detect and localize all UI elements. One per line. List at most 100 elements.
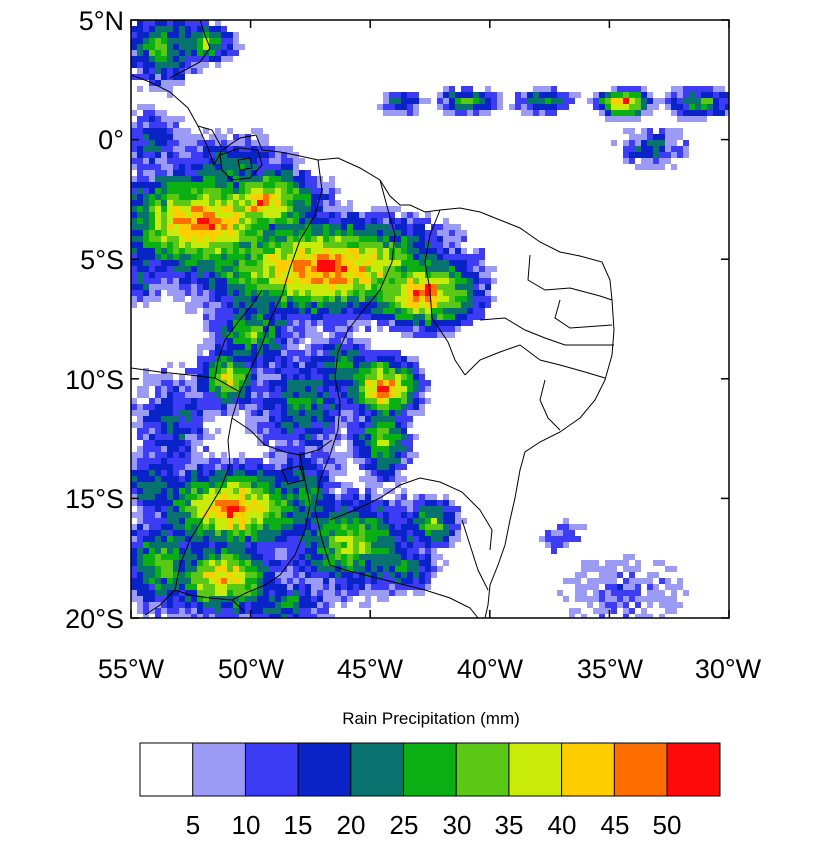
rain-cell: [257, 554, 263, 560]
rain-cell: [425, 512, 431, 518]
rain-cell: [389, 572, 395, 578]
rain-cell: [311, 362, 317, 368]
rain-cell: [353, 392, 359, 398]
rain-cell: [407, 374, 413, 380]
rain-cell: [359, 590, 365, 596]
rain-cell: [323, 416, 329, 422]
rain-cell: [143, 158, 149, 164]
rain-cell: [191, 194, 197, 200]
rain-cell: [359, 368, 365, 374]
rain-cell: [329, 392, 335, 398]
rain-cell: [287, 482, 293, 488]
rain-cell: [653, 152, 659, 158]
rain-cell: [131, 542, 137, 548]
rain-cell: [263, 344, 269, 350]
rain-cell: [209, 260, 215, 266]
rain-cell: [311, 278, 317, 284]
rain-cell: [137, 242, 143, 248]
rain-cell: [377, 362, 383, 368]
rain-cell: [179, 560, 185, 566]
rain-cell: [389, 92, 395, 98]
rain-cell: [245, 362, 251, 368]
rain-cell: [179, 182, 185, 188]
rain-cell: [191, 68, 197, 74]
rain-cell: [293, 398, 299, 404]
rain-cell: [173, 524, 179, 530]
rain-cell: [305, 356, 311, 362]
rain-cell: [275, 512, 281, 518]
rain-cell: [317, 524, 323, 530]
rain-cell: [671, 140, 677, 146]
rain-cell: [161, 62, 167, 68]
rain-cell: [575, 578, 581, 584]
rain-cell: [263, 590, 269, 596]
rain-cell: [359, 218, 365, 224]
rain-cell: [545, 104, 551, 110]
rain-cell: [461, 110, 467, 116]
rain-cell: [167, 602, 173, 608]
rain-cell: [371, 260, 377, 266]
rain-cell: [215, 332, 221, 338]
rain-cell: [257, 464, 263, 470]
rain-cell: [245, 296, 251, 302]
rain-cell: [323, 254, 329, 260]
rain-cell: [323, 374, 329, 380]
legend-color-boxes: [139, 742, 721, 797]
marajo-island: [219, 147, 263, 181]
rain-cell: [233, 218, 239, 224]
rain-cell: [185, 266, 191, 272]
rain-cell: [377, 230, 383, 236]
rain-cell: [191, 218, 197, 224]
rain-cell: [431, 278, 437, 284]
rain-cell: [653, 158, 659, 164]
rain-cell: [353, 590, 359, 596]
rain-cell: [491, 98, 497, 104]
rain-cell: [641, 578, 647, 584]
rain-cell: [263, 482, 269, 488]
rain-cell: [191, 32, 197, 38]
rain-cell: [335, 302, 341, 308]
rain-cell: [263, 572, 269, 578]
rain-cell: [425, 572, 431, 578]
rain-cell: [203, 218, 209, 224]
rain-cell: [131, 524, 137, 530]
rain-cell: [455, 230, 461, 236]
rain-cell: [317, 608, 323, 614]
rain-cell: [287, 476, 293, 482]
rain-cell: [191, 200, 197, 206]
rain-cell: [191, 518, 197, 524]
rain-cell: [317, 584, 323, 590]
rain-cell: [341, 410, 347, 416]
rain-cell: [323, 542, 329, 548]
rain-cell: [257, 536, 263, 542]
rain-cell: [245, 194, 251, 200]
rain-cell: [305, 260, 311, 266]
rain-cell: [215, 182, 221, 188]
rain-cell: [215, 224, 221, 230]
rain-cell: [335, 200, 341, 206]
rain-cell: [347, 218, 353, 224]
rain-cell: [437, 518, 443, 524]
rain-cell: [263, 146, 269, 152]
rain-cell: [167, 26, 173, 32]
rain-cell: [293, 242, 299, 248]
rain-cell: [389, 284, 395, 290]
rain-cell: [335, 326, 341, 332]
rain-cell: [317, 350, 323, 356]
rain-cell: [167, 152, 173, 158]
rain-cell: [167, 284, 173, 290]
rain-cell: [227, 368, 233, 374]
rain-cell: [239, 278, 245, 284]
rain-cell: [671, 86, 677, 92]
rain-cell: [245, 320, 251, 326]
rain-cell: [383, 554, 389, 560]
rain-cell: [191, 134, 197, 140]
rain-cell: [419, 590, 425, 596]
rain-cell: [401, 284, 407, 290]
rain-cell: [137, 44, 143, 50]
rain-cell: [377, 374, 383, 380]
rain-cell: [389, 518, 395, 524]
rain-cell: [227, 206, 233, 212]
rain-cell: [311, 398, 317, 404]
rain-cell: [215, 398, 221, 404]
